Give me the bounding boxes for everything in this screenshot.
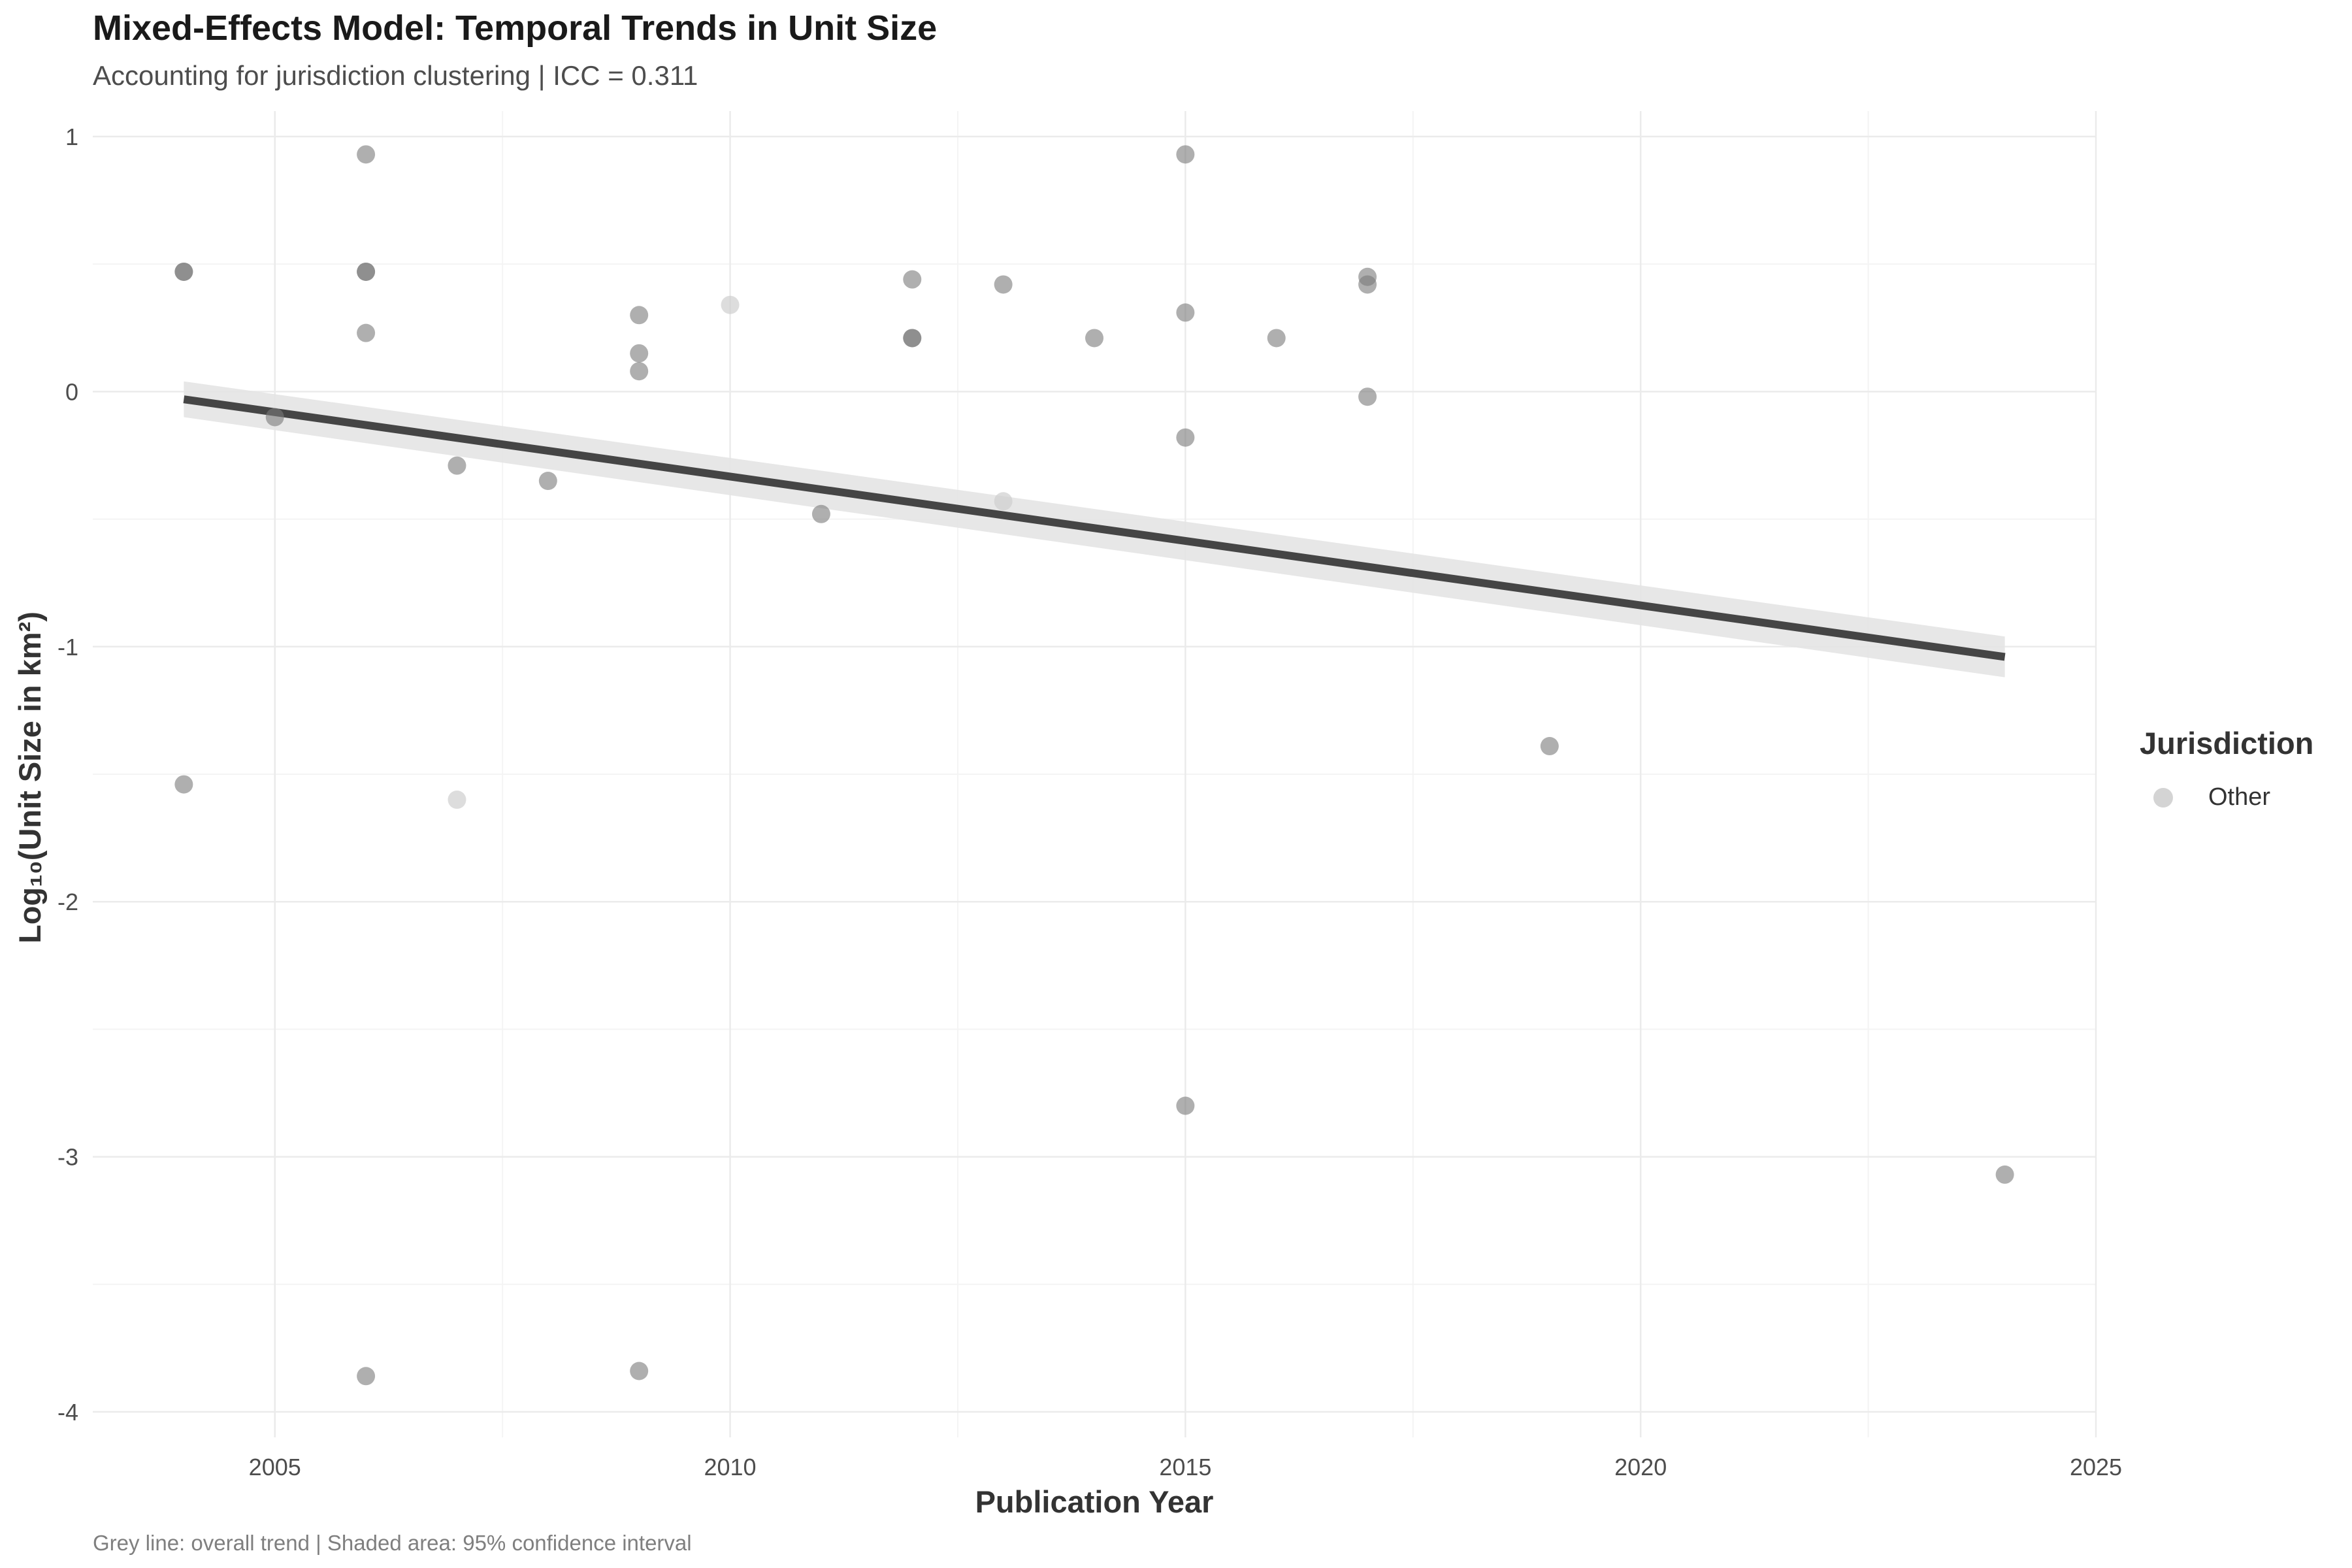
data-point [994,492,1013,511]
data-point [721,295,740,314]
data-point [174,262,193,281]
trend-line-layer [183,395,2006,661]
data-point [1176,1096,1195,1115]
data-point [994,275,1013,294]
data-point [357,1367,376,1386]
data-point [357,262,376,281]
x-tick-label: 2010 [704,1454,756,1480]
data-point [630,1362,649,1380]
y-tick-label: 0 [65,378,78,405]
x-tick-label: 2020 [1614,1454,1667,1480]
y-tick-label: -3 [57,1144,78,1171]
x-tick-label: 2005 [249,1454,301,1480]
data-point [1358,275,1377,294]
data-point [1995,1165,2014,1184]
trend-line [183,395,2006,661]
x-tick-label: 2025 [2070,1454,2122,1480]
data-point [1358,387,1377,406]
data-points [174,145,2014,1386]
y-axis-title: Log₁₀(Unit Size in km²) [12,612,47,943]
data-point [1176,303,1195,322]
legend-title: Jurisdiction [2140,726,2314,760]
data-point [1267,329,1286,348]
data-point [174,775,193,794]
data-point [1176,145,1195,164]
data-point [357,323,376,342]
data-point [1176,428,1195,447]
legend-key-other [2153,788,2173,808]
data-point [630,362,649,381]
data-point [448,456,466,475]
chart-caption: Grey line: overall trend | Shaded area: … [93,1531,692,1555]
data-point [357,145,376,164]
y-tick-label: -1 [57,634,78,661]
data-point [903,270,922,289]
tick-labels: 2005 2010 2015 2020 2025 1 0 -1 -2 -3 -4 [57,123,2122,1480]
data-point [630,344,649,363]
data-point [630,306,649,325]
chart-title: Mixed-Effects Model: Temporal Trends in … [93,8,938,48]
x-tick-label: 2015 [1159,1454,1211,1480]
y-tick-label: -2 [57,889,78,915]
data-point [1085,329,1103,348]
y-tick-label: 1 [65,123,78,150]
data-point [903,329,922,348]
x-axis-title: Publication Year [975,1484,1214,1519]
chart-subtitle: Accounting for jurisdiction clustering |… [93,60,698,91]
data-point [538,472,557,491]
data-point [1540,737,1559,756]
data-point [811,504,830,523]
y-tick-label: -4 [57,1399,78,1426]
legend-label-other: Other [2208,783,2271,811]
data-point [265,408,284,427]
data-point [448,791,466,809]
grid-lines [93,111,2097,1437]
